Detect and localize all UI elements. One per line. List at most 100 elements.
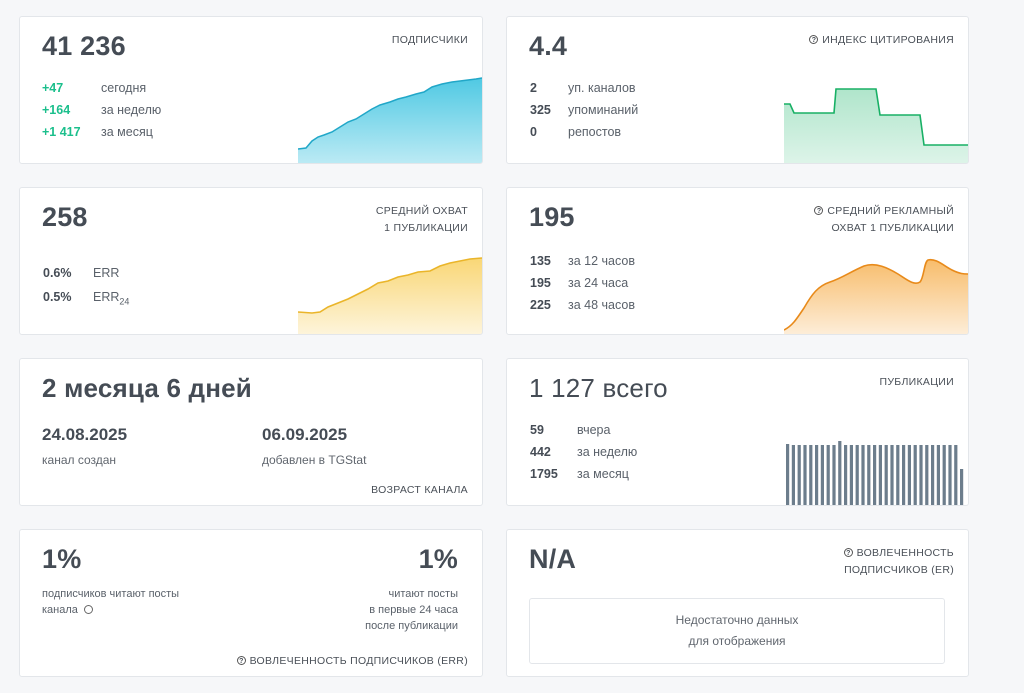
- reach-title-line2: 1 ПУБЛИКАЦИИ: [384, 222, 468, 234]
- publications-bar-chart: [786, 441, 964, 505]
- subscribers-card[interactable]: 41 236 ПОДПИСЧИКИ +47 сегодня +164 за не…: [19, 16, 483, 164]
- no-data-line2: для отображения: [688, 634, 786, 648]
- er-title-line2: ПОДПИСЧИКОВ (ER): [844, 564, 954, 576]
- publications-week-label: за неделю: [577, 445, 638, 459]
- ad-reach-title-line1: СРЕДНИЙ РЕКЛАМНЫЙ: [827, 205, 954, 217]
- ad-reach-48h-value: 225: [530, 298, 551, 312]
- help-icon[interactable]: [843, 545, 853, 562]
- subscribers-stats: +47 сегодня +164 за неделю +1 417 за мес…: [42, 81, 242, 151]
- channel-age-title: ВОЗРАСТ КАНАЛА: [371, 484, 468, 496]
- citation-card[interactable]: 4.4 ИНДЕКС ЦИТИРОВАНИЯ 2 уп. каналов 325…: [506, 16, 969, 164]
- err-left-value: 1%: [42, 544, 82, 574]
- reach-sparkline: [298, 257, 482, 334]
- er-value: N/A: [529, 544, 577, 574]
- publication-bar: [925, 445, 929, 505]
- no-data-line1: Недостаточно данных: [675, 613, 799, 627]
- publication-bar: [820, 445, 824, 505]
- publications-week-value: 442: [530, 445, 551, 459]
- help-icon[interactable]: [809, 32, 819, 49]
- citation-index-value: 4.4: [529, 31, 568, 61]
- publication-bar: [896, 445, 900, 505]
- ad-reach-12h-value: 135: [530, 254, 551, 268]
- citation-stats: 2 уп. каналов 325 упоминаний 0 репостов: [530, 81, 730, 151]
- subscribers-week-label: за неделю: [101, 103, 162, 117]
- citation-mentions-label: упоминаний: [568, 103, 639, 117]
- citation-reposts-value: 0: [530, 125, 537, 139]
- ad-reach-48h-label: за 48 часов: [568, 298, 635, 312]
- publication-bar: [844, 445, 848, 505]
- publication-bar: [809, 445, 813, 505]
- er-title-line1: ВОВЛЕЧЕННОСТЬ: [856, 547, 954, 559]
- publication-bar: [907, 445, 911, 505]
- citation-title-text: ИНДЕКС ЦИТИРОВАНИЯ: [822, 34, 954, 46]
- ad-reach-title: СРЕДНИЙ РЕКЛАМНЫЙ ОХВАТ 1 ПУБЛИКАЦИИ: [814, 203, 954, 237]
- help-icon[interactable]: [236, 653, 246, 670]
- reach-stats: 0.6% ERR 0.5% ERR24: [43, 266, 243, 316]
- subscribers-month-label: за месяц: [101, 125, 153, 139]
- publications-yesterday-label: вчера: [577, 423, 611, 437]
- ad-reach-24h-value: 195: [530, 276, 551, 290]
- publications-card[interactable]: 1 127 всего ПУБЛИКАЦИИ 59 вчера 442 за н…: [506, 358, 969, 506]
- publication-bar: [948, 445, 952, 505]
- citation-sparkline: [784, 88, 968, 163]
- publications-yesterday-value: 59: [530, 423, 544, 437]
- citation-channels-value: 2: [530, 81, 537, 95]
- publication-bar: [832, 445, 836, 505]
- err-left-line2: канала: [42, 604, 78, 616]
- err-label: ERR: [93, 266, 120, 280]
- reach-card[interactable]: 258 СРЕДНИЙ ОХВАТ 1 ПУБЛИКАЦИИ 0.6% ERR …: [19, 187, 483, 335]
- publication-bar: [878, 445, 882, 505]
- err-right-value: 1%: [418, 544, 458, 574]
- ad-reach-stats: 135 за 12 часов 195 за 24 часа 225 за 48…: [530, 254, 730, 324]
- channel-age-value: 2 месяца 6 дней: [42, 373, 252, 403]
- subscribers-sparkline: [298, 77, 482, 163]
- citation-channels-label: уп. каналов: [568, 81, 636, 95]
- err-card[interactable]: 1% подписчиков читают посты канала 1% чи…: [19, 529, 483, 677]
- publication-bar: [786, 444, 790, 505]
- publication-bar: [873, 445, 877, 505]
- publication-bar: [803, 445, 807, 505]
- publication-bar: [855, 445, 859, 505]
- ad-reach-value: 195: [529, 202, 575, 232]
- reach-value: 258: [42, 202, 88, 232]
- added-date: 06.09.2025: [262, 425, 348, 444]
- subscribers-today-label: сегодня: [101, 81, 147, 95]
- err-right-line2: в первые 24 часа: [369, 604, 458, 616]
- subscribers-title: ПОДПИСЧИКИ: [391, 34, 468, 46]
- err24-label: ERR24: [93, 290, 129, 307]
- er-card[interactable]: N/A ВОВЛЕЧЕННОСТЬ ПОДПИСЧИКОВ (ER) Недос…: [506, 529, 969, 677]
- publication-bar: [849, 445, 853, 505]
- citation-reposts-label: репостов: [568, 125, 622, 139]
- publication-bar: [815, 445, 819, 505]
- publication-bar: [826, 445, 830, 505]
- publication-bar: [867, 445, 871, 505]
- publication-bar: [954, 445, 958, 505]
- err-value: 0.6%: [43, 266, 72, 280]
- subscribers-month-value: +1 417: [42, 125, 81, 139]
- ad-reach-card[interactable]: 195 СРЕДНИЙ РЕКЛАМНЫЙ ОХВАТ 1 ПУБЛИКАЦИИ…: [506, 187, 969, 335]
- err24-label-text: ERR: [93, 290, 120, 304]
- publication-bar: [919, 445, 923, 505]
- added-label: добавлен в TGStat: [262, 453, 367, 467]
- created-date: 24.08.2025: [42, 425, 128, 444]
- err-left-line1: подписчиков читают посты: [42, 588, 180, 600]
- publication-bar: [838, 441, 842, 505]
- err-title-text: ВОВЛЕЧЕННОСТЬ ПОДПИСЧИКОВ (ERR): [249, 655, 468, 667]
- help-icon[interactable]: [83, 605, 93, 614]
- publications-month-label: за месяц: [577, 467, 629, 481]
- publications-title: ПУБЛИКАЦИИ: [879, 376, 954, 388]
- err-title: ВОВЛЕЧЕННОСТЬ ПОДПИСЧИКОВ (ERR): [236, 653, 468, 670]
- publication-bar: [902, 445, 906, 505]
- publication-bar: [931, 445, 935, 505]
- err24-value: 0.5%: [43, 290, 72, 304]
- publication-bar: [942, 445, 946, 505]
- channel-age-card[interactable]: 2 месяца 6 дней 24.08.2025 канал создан …: [19, 358, 483, 506]
- publication-bar: [960, 469, 964, 505]
- citation-mentions-value: 325: [530, 103, 551, 117]
- publication-bar: [884, 445, 888, 505]
- err-right-line3: после публикации: [365, 620, 458, 632]
- subscribers-today-value: +47: [42, 81, 64, 95]
- subscribers-week-value: +164: [42, 103, 71, 117]
- reach-title-line1: СРЕДНИЙ ОХВАТ: [375, 205, 468, 217]
- help-icon[interactable]: [814, 203, 824, 220]
